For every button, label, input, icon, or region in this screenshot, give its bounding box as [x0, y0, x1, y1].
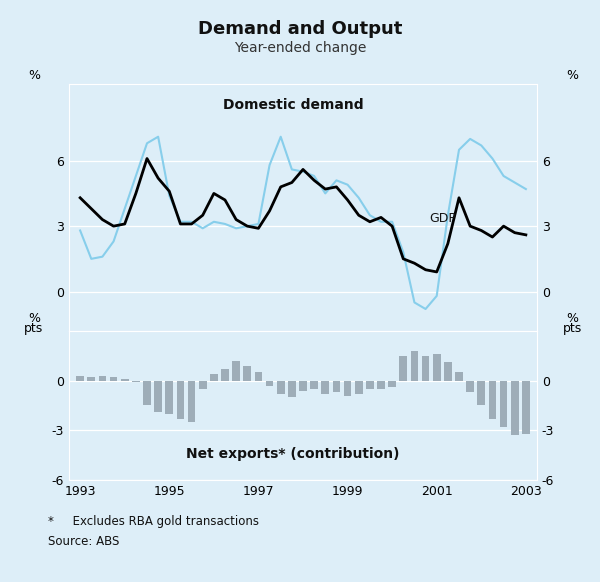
Text: %: % [566, 312, 578, 325]
Text: pts: pts [24, 322, 44, 335]
Bar [154, 381, 162, 412]
Bar [410, 351, 418, 381]
Bar [121, 379, 128, 381]
Text: Year-ended change: Year-ended change [234, 41, 366, 55]
Bar [166, 381, 173, 414]
Bar [310, 381, 318, 389]
Bar [377, 381, 385, 389]
Bar [478, 381, 485, 406]
Text: pts: pts [562, 322, 582, 335]
Text: Source: ABS: Source: ABS [48, 535, 119, 548]
Bar [199, 381, 206, 389]
Bar [422, 356, 430, 381]
Text: Domestic demand: Domestic demand [223, 98, 364, 112]
Bar [355, 381, 362, 394]
Bar [266, 381, 274, 385]
Bar [232, 361, 240, 381]
Bar [522, 381, 530, 434]
Bar [400, 356, 407, 381]
Bar [188, 381, 196, 422]
Bar [299, 381, 307, 391]
Bar [254, 372, 262, 381]
Bar [244, 365, 251, 381]
Bar [288, 381, 296, 397]
Bar [176, 381, 184, 419]
Bar [322, 381, 329, 394]
Bar [344, 381, 352, 396]
Text: Net exports* (contribution): Net exports* (contribution) [186, 447, 400, 461]
Bar [277, 381, 284, 394]
Text: %: % [28, 312, 40, 325]
Bar [98, 375, 106, 381]
Bar [132, 381, 140, 382]
Text: Demand and Output: Demand and Output [198, 20, 402, 38]
Bar [366, 381, 374, 389]
Bar [488, 381, 496, 419]
Bar [388, 381, 396, 387]
Bar [455, 372, 463, 381]
Text: *     Excludes RBA gold transactions: * Excludes RBA gold transactions [48, 515, 259, 528]
Bar [221, 369, 229, 381]
Bar [210, 374, 218, 381]
Bar [500, 381, 508, 427]
Bar [511, 381, 518, 435]
Bar [466, 381, 474, 392]
Bar [433, 354, 440, 381]
Bar [143, 381, 151, 406]
Bar [76, 375, 84, 381]
Bar [332, 381, 340, 392]
Text: GDP: GDP [430, 212, 456, 225]
Text: %: % [566, 69, 578, 82]
Bar [444, 363, 452, 381]
Bar [88, 377, 95, 381]
Bar [110, 377, 118, 381]
Text: %: % [28, 69, 40, 82]
